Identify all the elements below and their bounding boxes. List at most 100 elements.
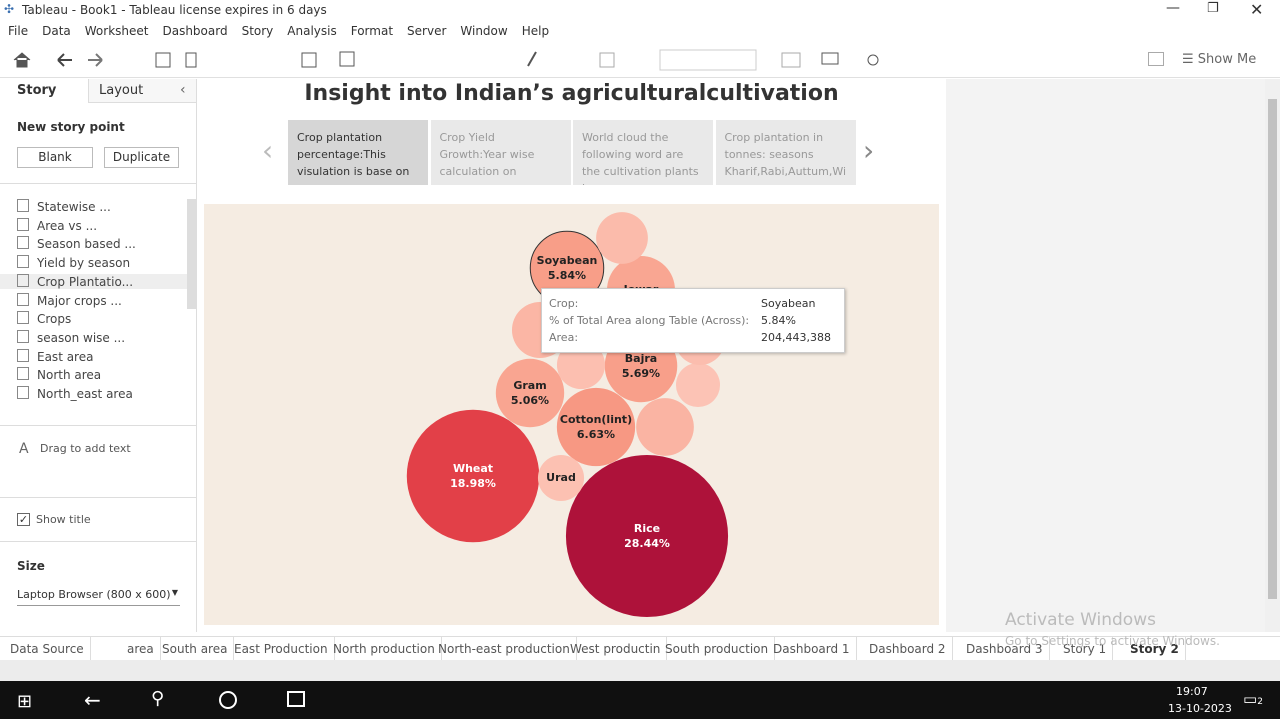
sheet-item[interactable]: Major crops ... xyxy=(17,293,122,308)
search-button[interactable]: ⚲ xyxy=(151,688,165,709)
sheet-item[interactable]: Crops xyxy=(17,311,71,326)
layout-tab[interactable]: Layout xyxy=(88,79,196,103)
sheet-tab[interactable]: South area xyxy=(156,637,235,661)
sheet-item[interactable]: Yield by season xyxy=(17,255,130,270)
restore[interactable]: ❐ xyxy=(1207,1,1219,16)
menu-item[interactable]: Worksheet xyxy=(84,24,149,38)
sheet-tab[interactable]: North production xyxy=(327,637,442,661)
sheet-item[interactable]: North_east area xyxy=(17,386,133,401)
tooltip: Crop: Soyabean % of Total Area along Table… xyxy=(541,288,845,353)
menu-item[interactable]: Story xyxy=(241,24,274,38)
story-point[interactable]: Crop plantation in tonnes: seasons Khari… xyxy=(715,120,856,185)
blank-button[interactable]: Blank xyxy=(17,147,93,168)
taskbar: ⊞ ← ⚲ 19:07 13-10-2023 ▭2 xyxy=(0,681,1280,719)
sheet-tabs: Data Source area South area East Production… xyxy=(0,636,1280,661)
presentation-icon[interactable] xyxy=(821,52,839,65)
sheet-item[interactable]: season wise ... xyxy=(17,330,125,345)
share-icon[interactable] xyxy=(867,54,879,66)
forward-icon[interactable] xyxy=(88,53,103,67)
highlight-icon[interactable] xyxy=(527,51,537,67)
menu-item[interactable]: Help xyxy=(521,24,550,38)
sheet-item[interactable]: Season based ... xyxy=(17,236,136,251)
show-me[interactable]: ☰ Show Me xyxy=(1182,52,1257,67)
show-title[interactable]: Show title xyxy=(36,513,91,526)
sheet-tab[interactable]: Dashboard 2 xyxy=(863,637,953,661)
clock-date[interactable]: 13-10-2023 xyxy=(1168,702,1232,715)
drag-text[interactable]: Drag to add text xyxy=(40,442,131,455)
sheet-list: Statewise ... Area vs ... Season based ...… xyxy=(0,199,196,415)
tooltip-value: 204,443,388 xyxy=(761,331,831,344)
task-view[interactable] xyxy=(287,691,305,707)
menu-item[interactable]: Data xyxy=(42,24,71,38)
sheet-item[interactable]: North area xyxy=(17,367,101,382)
menu-item[interactable]: Format xyxy=(350,24,394,38)
cards-icon[interactable] xyxy=(781,52,801,68)
save-icon[interactable] xyxy=(155,52,171,68)
sheet-tab[interactable]: West productin xyxy=(564,637,668,661)
notification-count[interactable]: 2 xyxy=(1257,697,1263,707)
watermark-title: Activate Windows xyxy=(1005,610,1156,630)
story-point[interactable]: Crop Yield Growth:Year wise calculation … xyxy=(430,120,571,185)
back-icon[interactable] xyxy=(57,53,72,67)
canvas-margin xyxy=(946,79,1265,632)
divider xyxy=(0,183,196,184)
prev-arrow[interactable]: ‹ xyxy=(262,134,274,167)
menu-item[interactable]: Server xyxy=(407,24,447,38)
minimize[interactable]: — xyxy=(1166,0,1180,16)
duplicate-button[interactable]: Duplicate xyxy=(104,147,179,168)
notifications[interactable]: ▭2 xyxy=(1243,690,1263,708)
duplicate-icon[interactable] xyxy=(339,51,355,67)
clock-time[interactable]: 19:07 xyxy=(1176,685,1208,698)
sheet-tab[interactable]: East Production xyxy=(228,637,335,661)
scroll-thumb[interactable] xyxy=(1268,99,1277,599)
sheet-item[interactable]: Statewise ... xyxy=(17,199,111,214)
home-icon[interactable] xyxy=(13,52,31,68)
watermark-text: Go to Settings to activate Windows. xyxy=(1005,634,1220,648)
back-button[interactable]: ← xyxy=(84,688,101,712)
sheet-tab[interactable]: South production xyxy=(659,637,776,661)
sheet-tab[interactable]: North-east production xyxy=(432,637,577,661)
menu-item[interactable]: Window xyxy=(460,24,508,38)
size-dropdown[interactable]: Laptop Browser (800 x 600) ▼ xyxy=(17,588,180,606)
sheet-item[interactable]: Area vs ... xyxy=(17,218,97,233)
story-point[interactable]: World cloud the following word are the c… xyxy=(573,120,713,185)
sheet-item[interactable]: East area xyxy=(17,349,93,364)
menu-item[interactable]: File xyxy=(8,24,29,38)
start-button[interactable]: ⊞ xyxy=(17,691,33,712)
datasource-icon[interactable] xyxy=(185,52,197,68)
sheet-tab[interactable]: Data Source xyxy=(4,637,91,661)
size-label: Size xyxy=(17,559,45,573)
menu-item[interactable]: Analysis xyxy=(287,24,337,38)
label-icon[interactable] xyxy=(599,52,615,68)
scrollbar xyxy=(187,199,196,309)
show-title-checkbox[interactable]: ✓ xyxy=(17,513,30,526)
new-sheet-icon[interactable] xyxy=(301,52,317,68)
menu-bar: File Data Worksheet Dashboard Story Analysis F… xyxy=(0,24,549,40)
fit-dropdown[interactable] xyxy=(659,49,757,71)
tooltip-value: 5.84% xyxy=(761,314,796,327)
story-tab[interactable]: Story xyxy=(17,83,57,98)
collapse[interactable]: ‹ xyxy=(180,82,186,98)
menu-item[interactable]: Dashboard xyxy=(162,24,228,38)
close[interactable]: ✕ xyxy=(1250,0,1264,19)
chart-background xyxy=(204,204,939,625)
sheet-tab[interactable]: area xyxy=(121,637,161,661)
sheet-tab[interactable]: Dashboard 1 xyxy=(767,637,857,661)
toolbar-icons xyxy=(13,49,879,71)
status-bar xyxy=(0,660,1280,681)
sheet-tab[interactable]: Story 2 xyxy=(1124,637,1186,661)
scrollbar xyxy=(1265,79,1280,632)
story-point[interactable]: Crop plantation percentage:This visulati… xyxy=(288,120,428,185)
story-title: Insight into Indian’s agriculturalcultiv… xyxy=(304,81,839,106)
sheet-tab[interactable]: Story 1 xyxy=(1057,637,1114,661)
next-arrow[interactable]: › xyxy=(863,134,875,167)
size-value[interactable]: Laptop Browser (800 x 600) xyxy=(17,588,171,601)
cortana[interactable] xyxy=(219,691,237,709)
show-me-label[interactable]: Show Me xyxy=(1197,52,1257,67)
pin-icon[interactable] xyxy=(1148,52,1164,66)
dropdown-arrow[interactable]: ▼ xyxy=(171,588,178,597)
app-icon: ✣ xyxy=(4,2,15,16)
sheet-item[interactable]: Crop Plantatio... xyxy=(0,273,187,289)
sheet-tab[interactable]: Dashboard 3 xyxy=(960,637,1050,661)
